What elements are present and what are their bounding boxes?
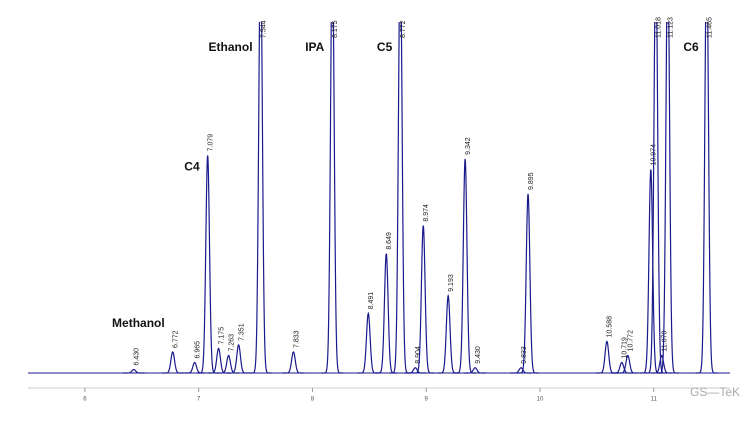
- compound-label: C6: [683, 40, 699, 54]
- peak: [656, 22, 679, 374]
- peak: [595, 340, 618, 374]
- peak: [454, 158, 477, 374]
- peak: [404, 367, 427, 374]
- peak-label: 6.772: [173, 330, 180, 348]
- watermark: GS—TeK: [690, 385, 740, 399]
- peak: [122, 368, 145, 374]
- compound-label: Ethanol: [209, 40, 253, 54]
- peak-label: 8.974: [423, 204, 430, 222]
- peak-label: 8.904: [415, 346, 422, 364]
- peak: [321, 22, 344, 374]
- peak: [161, 351, 184, 374]
- peak-label: 11.018: [656, 17, 663, 38]
- peak: [412, 225, 435, 374]
- peak-label: 7.175: [218, 327, 225, 345]
- peak-label: 11.465: [707, 17, 714, 38]
- compound-label: IPA: [305, 40, 324, 54]
- peak-label: 7.833: [293, 330, 300, 348]
- peak: [464, 367, 487, 374]
- peak-label: 9.342: [465, 137, 472, 155]
- compound-label: C4: [184, 160, 200, 174]
- peak-label: 6.965: [195, 341, 202, 359]
- peak-label: 7.263: [228, 334, 235, 352]
- peak: [196, 155, 219, 374]
- peak: [207, 347, 230, 374]
- peak: [650, 354, 673, 374]
- peak: [510, 367, 532, 374]
- peak-label: 9.430: [475, 346, 482, 364]
- x-tick-label: 10: [537, 397, 544, 403]
- peak-label: 9.895: [528, 172, 535, 190]
- peak-label: 10.719: [622, 337, 629, 359]
- peak: [610, 361, 633, 374]
- x-tick-label: 6: [83, 397, 87, 403]
- peak: [695, 22, 718, 374]
- peak: [282, 351, 305, 374]
- peak: [357, 311, 380, 374]
- peak-label: 7.351: [238, 323, 245, 341]
- peak: [183, 361, 206, 374]
- peak-label: 7.544: [260, 20, 267, 38]
- peak: [437, 293, 460, 374]
- peak: [249, 22, 272, 374]
- x-tick-label: 11: [651, 397, 658, 403]
- peak-label: 11.123: [668, 17, 675, 38]
- x-tick-label: 7: [197, 397, 201, 403]
- peak-label: 9.193: [448, 274, 455, 292]
- peak-label: 8.649: [386, 232, 393, 250]
- peak: [389, 22, 412, 374]
- x-tick-label: 8: [311, 397, 315, 403]
- compound-label: C5: [377, 40, 393, 54]
- peak-label: 10.772: [628, 330, 635, 352]
- peak-label: 7.079: [207, 134, 214, 152]
- peak-label: 10.588: [607, 316, 614, 338]
- peak-label: 8.491: [368, 292, 375, 310]
- peak: [517, 193, 539, 374]
- peak: [616, 354, 639, 374]
- compound-label: Methanol: [112, 316, 165, 330]
- peak: [375, 253, 398, 374]
- x-tick-label: 9: [425, 397, 429, 403]
- peak: [644, 22, 667, 374]
- peak-label: 11.070: [662, 330, 669, 351]
- peak: [217, 354, 240, 374]
- peak-label: 8.772: [400, 20, 407, 38]
- peak-label: 8.175: [332, 20, 339, 38]
- peak: [227, 344, 250, 374]
- peak-label: 6.430: [134, 348, 141, 366]
